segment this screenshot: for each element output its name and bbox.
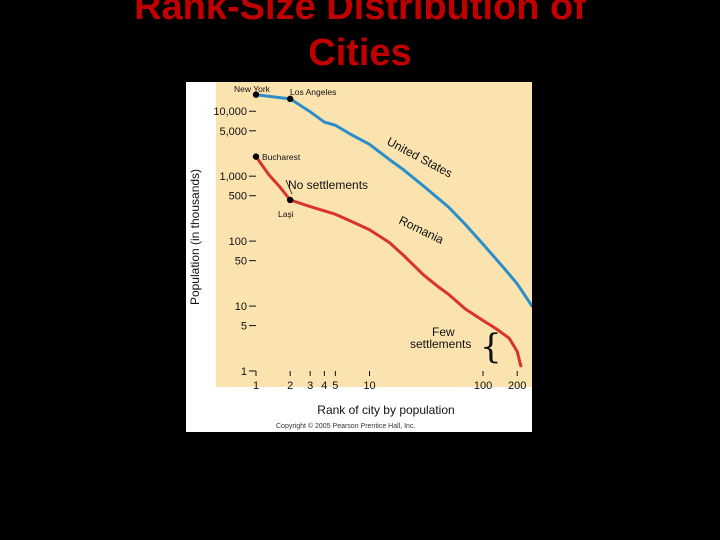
united-states-series-line <box>254 93 532 308</box>
x-ticks: 1 2 3 4 5 10 100 200 <box>253 371 526 392</box>
chart-figure: Population (in thousands) 1 2 3 4 5 10 100 200 … <box>186 82 532 432</box>
y-tick-label: 5,000 <box>219 126 247 138</box>
copyright-notice: Copyright © 2005 Pearson Prentice Hall, … <box>276 422 415 430</box>
y-tick-label: 1,000 <box>219 171 247 183</box>
few-settlements-note-line1: Few <box>432 325 455 339</box>
y-tick-label: 1 <box>241 366 247 378</box>
bottom-margin <box>186 387 532 432</box>
x-tick-label: 10 <box>363 380 375 392</box>
y-tick-label: 500 <box>229 191 247 203</box>
x-tick-label: 100 <box>474 380 492 392</box>
rank-size-chart: Population (in thousands) 1 2 3 4 5 10 100 200 … <box>186 82 532 432</box>
x-tick-label: 3 <box>307 380 313 392</box>
slide-title-line1: Rank-Size Distribution of <box>134 0 586 28</box>
bucharest-marker <box>252 153 260 160</box>
markers-layer <box>252 91 294 204</box>
slide-title-line2: Cities <box>308 32 412 74</box>
bucharest-label: Bucharest <box>262 152 301 162</box>
x-tick-label: 2 <box>287 380 293 392</box>
iasi-marker <box>286 196 294 204</box>
no-settlements-pointer <box>285 179 293 195</box>
y-tick-label: 10,000 <box>213 106 247 118</box>
x-axis-label: Rank of city by population <box>317 403 454 417</box>
x-tick-label: 1 <box>253 380 259 392</box>
y-ticks: 1 5 10 50 100 500 1,000 5,000 10,000 <box>213 106 256 378</box>
los-angeles-label: Los Angeles <box>290 87 336 97</box>
y-tick-label: 5 <box>241 321 247 333</box>
left-margin <box>186 82 216 387</box>
y-axis-label: Population (in thousands) <box>188 169 202 305</box>
few-settlements-note-line2: settlements <box>410 337 471 351</box>
new-york-label: New York <box>234 84 271 94</box>
los-angeles-marker <box>286 95 294 103</box>
y-axis-label-group: Population (in thousands) <box>188 169 202 305</box>
x-tick-label: 200 <box>508 380 526 392</box>
iasi-label: Laşi <box>278 209 294 219</box>
new-york-marker <box>252 91 260 98</box>
no-settlements-note: No settlements <box>288 178 368 192</box>
y-tick-label: 50 <box>235 256 247 268</box>
y-tick-label: 100 <box>229 236 247 248</box>
y-tick-label: 10 <box>235 301 247 313</box>
slide-title: Rank-Size Distribution of Cities <box>0 0 720 76</box>
few-settlements-brace: { <box>480 327 502 367</box>
x-tick-label: 5 <box>332 380 338 392</box>
x-tick-label: 4 <box>321 380 327 392</box>
